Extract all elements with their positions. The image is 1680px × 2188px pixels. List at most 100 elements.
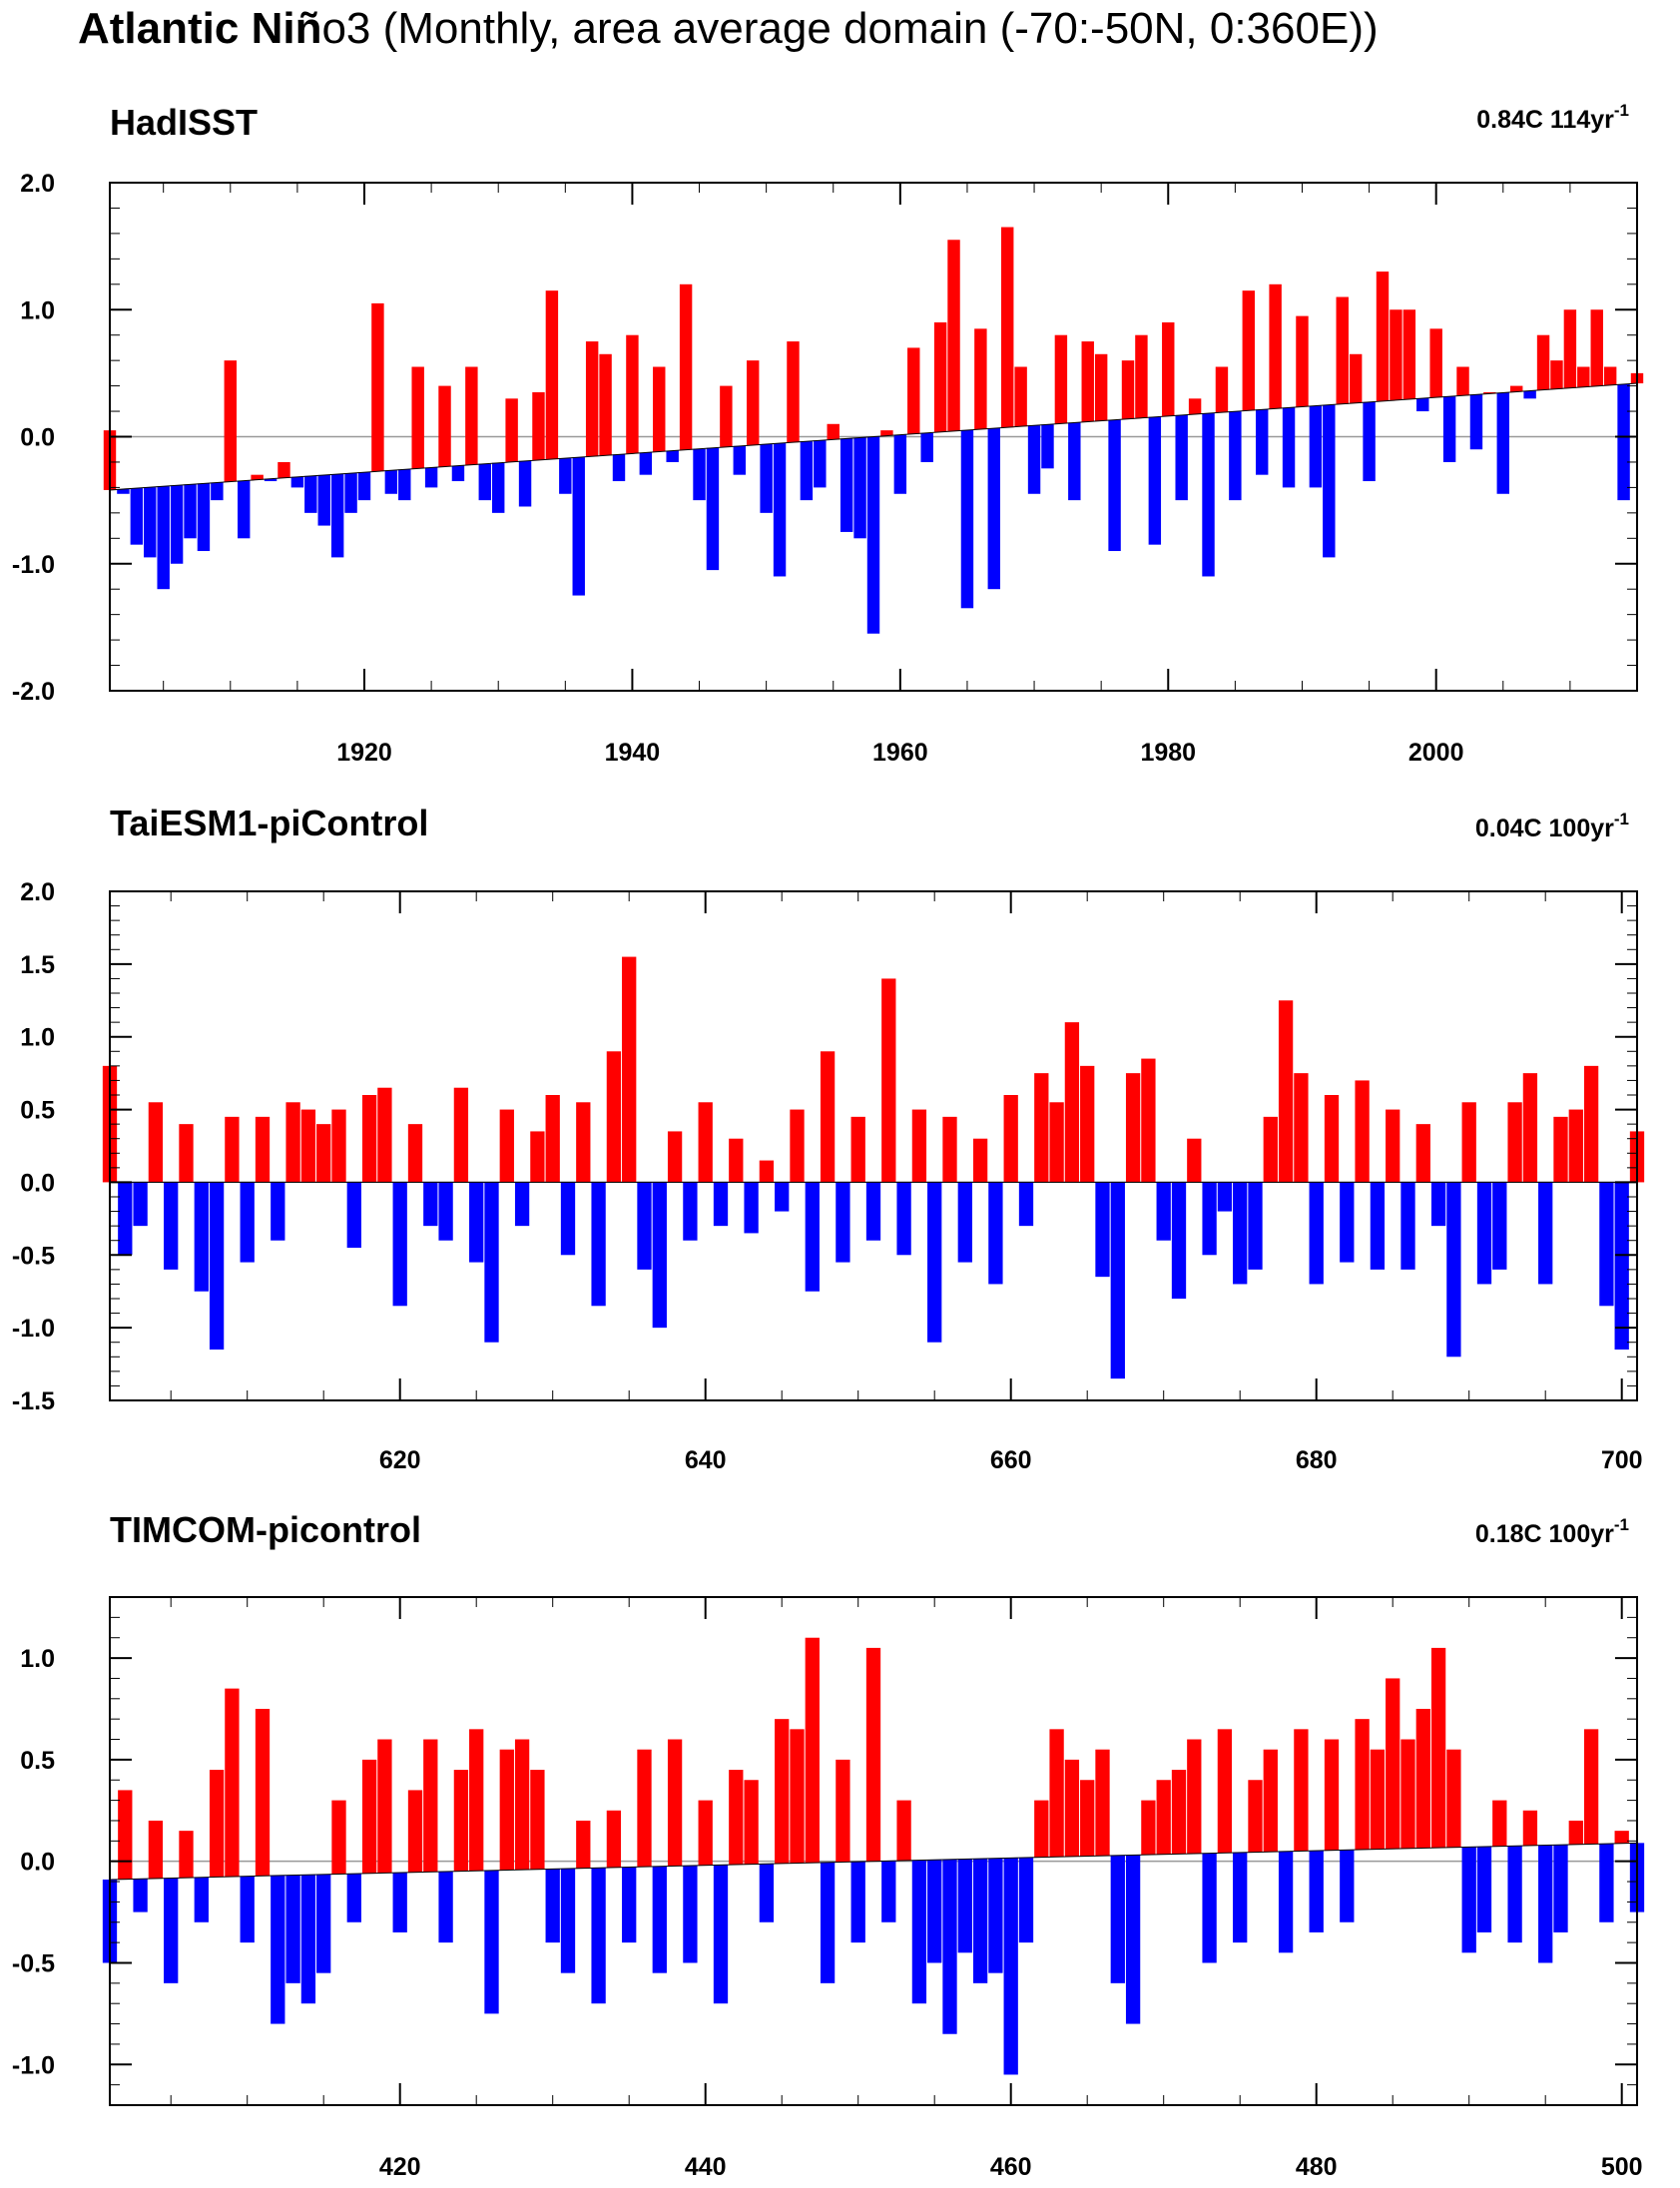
data-bar [1080, 1065, 1095, 1183]
data-bar [787, 341, 800, 443]
data-bar [407, 1790, 423, 1873]
data-bar [706, 447, 720, 571]
data-bar [545, 1869, 560, 1943]
y-tick-label: 1.0 [20, 1024, 55, 1052]
data-bar [713, 1182, 729, 1227]
data-bar [866, 436, 880, 634]
data-bar [331, 1800, 346, 1875]
data-bar [532, 391, 545, 460]
data-bar [773, 443, 787, 577]
figure-title: Atlantic Niño3 (Monthly, area average do… [78, 4, 1379, 54]
data-bar [1483, 391, 1496, 394]
data-bar [1187, 1138, 1202, 1183]
data-bar [271, 1875, 285, 2024]
data-bar [1370, 1182, 1386, 1270]
data-bar [384, 470, 398, 494]
data-bar [1229, 411, 1242, 501]
data-bar [1175, 414, 1188, 501]
data-bar [225, 1688, 240, 1878]
data-bar [881, 978, 896, 1183]
data-bar [1233, 1852, 1248, 1943]
data-bar [1256, 409, 1269, 475]
data-bar [499, 1109, 514, 1183]
data-bar [1064, 1022, 1080, 1183]
data-bar [1430, 1647, 1446, 1849]
data-bar [1386, 1678, 1400, 1850]
data-bar [1538, 1845, 1553, 1963]
data-bar [285, 1875, 300, 1983]
data-bar [1248, 1780, 1263, 1853]
data-bar [1125, 1073, 1141, 1183]
data-bar [1349, 353, 1363, 403]
data-bar [572, 457, 585, 596]
data-bar [1041, 424, 1054, 469]
data-bar [451, 465, 465, 482]
data-bar [1110, 1855, 1125, 1983]
data-bar [392, 1182, 407, 1307]
data-bar [626, 334, 639, 454]
data-bar [1018, 1858, 1034, 1943]
data-bar [927, 1860, 942, 1963]
data-bar [1248, 1182, 1263, 1270]
data-bar [850, 1116, 865, 1183]
data-bar [492, 462, 505, 513]
data-bar [1202, 1853, 1217, 1963]
data-bar [164, 1182, 179, 1270]
data-bar [505, 398, 518, 462]
data-bar [1215, 366, 1229, 413]
data-bar [1583, 1729, 1599, 1845]
data-bar [1550, 360, 1563, 389]
data-bar [518, 460, 532, 507]
data-bar [264, 478, 278, 482]
data-bar [469, 1729, 484, 1872]
data-bar [330, 474, 344, 558]
data-bar [545, 290, 559, 460]
data-bar [920, 432, 933, 462]
data-bar [606, 1051, 622, 1183]
data-bar [744, 1182, 759, 1234]
data-bar [805, 1182, 820, 1292]
data-bar [1324, 1095, 1340, 1183]
data-bar [453, 1087, 469, 1183]
data-bar [606, 1810, 622, 1868]
data-bar [316, 1124, 331, 1183]
x-tick-label: 420 [379, 2153, 421, 2181]
data-bar [1522, 1810, 1538, 1846]
data-bar [599, 353, 612, 456]
data-bar [1202, 413, 1215, 577]
data-bar [972, 1859, 988, 1983]
data-bar [133, 1879, 148, 1913]
data-bar [1135, 334, 1148, 418]
data-bar [987, 428, 1000, 590]
data-bar [637, 1749, 652, 1868]
data-bar [1141, 1058, 1156, 1183]
data-bar [377, 1087, 392, 1183]
y-tick-label: 0.5 [20, 1097, 55, 1125]
data-bar [1507, 1102, 1522, 1183]
data-bar [271, 1182, 285, 1241]
data-bar [775, 1182, 790, 1212]
data-bar [800, 441, 814, 501]
data-bar [197, 483, 211, 552]
data-bar [184, 484, 197, 539]
data-bar [1400, 1182, 1415, 1270]
data-bar [1294, 1073, 1309, 1183]
data-bar [331, 1109, 346, 1183]
data-bar [144, 487, 157, 558]
x-tick-label: 480 [1296, 2153, 1338, 2181]
data-bar [957, 1182, 972, 1263]
trend-line [109, 382, 1638, 491]
data-bar [1054, 334, 1068, 424]
data-bar [1363, 401, 1376, 482]
data-bar [1171, 1182, 1187, 1299]
panel-title: TIMCOM-picontrol [110, 1509, 421, 1550]
data-bar [398, 469, 411, 501]
chart-panel-taiesm1: TaiESM1-piControl 0.04C 100yr-1 2.0 1.5 1.0 0… [12, 803, 1645, 1474]
data-bar [1095, 1749, 1110, 1857]
data-bar [1538, 1182, 1553, 1285]
data-bar [484, 1182, 499, 1343]
data-bar [585, 341, 599, 457]
data-bar [1568, 1820, 1583, 1845]
chart-panel-hadisst: HadISST 0.84C 114yr-1 2.0 1.0 0.0 -1.0 -2.0 192… [12, 101, 1644, 767]
